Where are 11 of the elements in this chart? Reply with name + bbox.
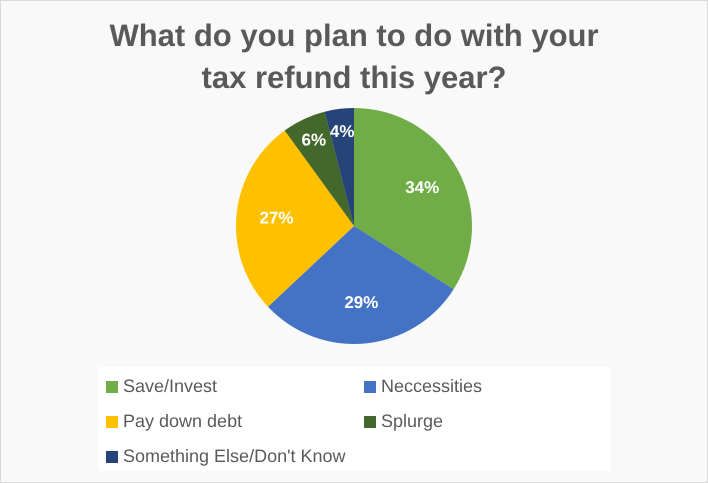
legend-label: Splurge xyxy=(381,411,444,432)
legend-label: Something Else/Don't Know xyxy=(123,446,346,467)
legend-label: Pay down debt xyxy=(123,411,242,432)
data-label: 29% xyxy=(344,293,378,312)
data-label: 34% xyxy=(405,178,440,198)
legend-label: Neccessities xyxy=(381,376,482,397)
data-label: 6% xyxy=(302,130,326,150)
chart-title: What do you plan to do with your tax refund this year? xyxy=(108,17,600,97)
legend-label: Save/Invest xyxy=(123,376,218,397)
data-label: 4% xyxy=(330,122,354,142)
data-label: 27% xyxy=(259,208,294,228)
